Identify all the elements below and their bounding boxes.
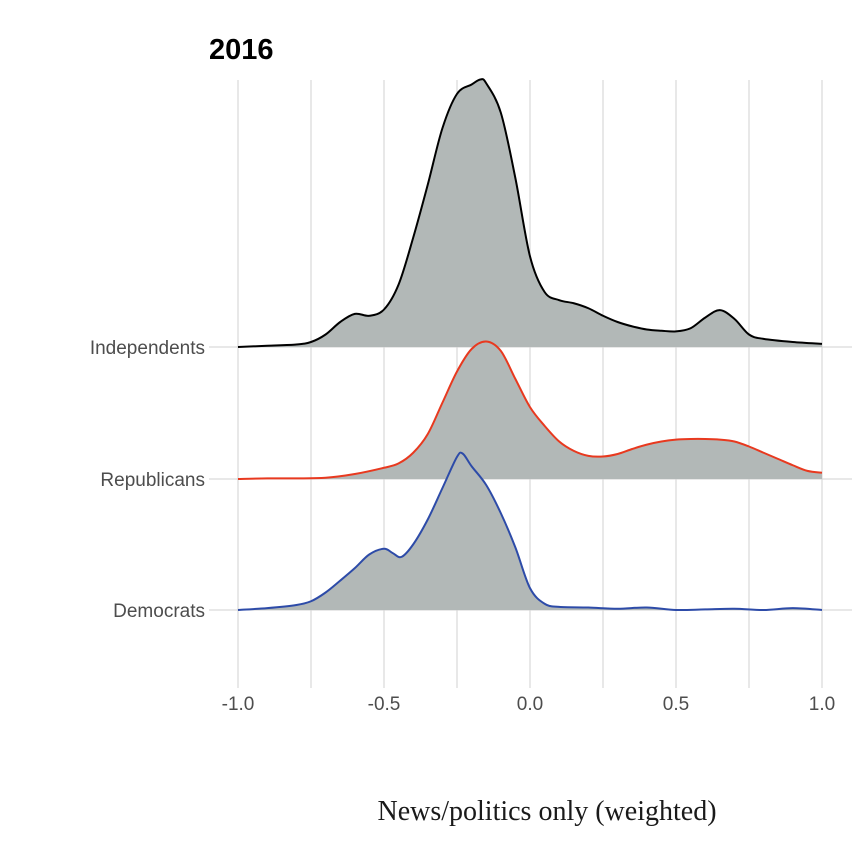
x-tick-label: 1.0	[809, 694, 835, 715]
ridge-line-republicans	[237, 340, 823, 480]
chart-title: 2016	[209, 34, 274, 66]
ridge-area-republicans	[238, 341, 822, 479]
x-tick-label: -1.0	[222, 694, 255, 715]
ridge-line-independents	[237, 78, 823, 348]
category-label-democrats: Democrats	[113, 601, 205, 622]
x-axis-ticks: -1.0 -0.5 0.0 0.5 1.0	[222, 694, 836, 715]
ridge-area-democrats	[238, 452, 822, 611]
category-labels: Democrats Republicans Independents	[90, 338, 205, 622]
category-label-republicans: Republicans	[100, 470, 205, 491]
ridges	[237, 78, 823, 612]
ridge-line-democrats	[237, 451, 823, 612]
x-tick-label: -0.5	[368, 694, 401, 715]
x-axis-title: News/politics only (weighted)	[377, 796, 716, 827]
category-label-independents: Independents	[90, 338, 205, 359]
x-tick-label: 0.5	[663, 694, 689, 715]
x-tick-label: 0.0	[517, 694, 543, 715]
ridge-area-independents	[238, 79, 822, 347]
